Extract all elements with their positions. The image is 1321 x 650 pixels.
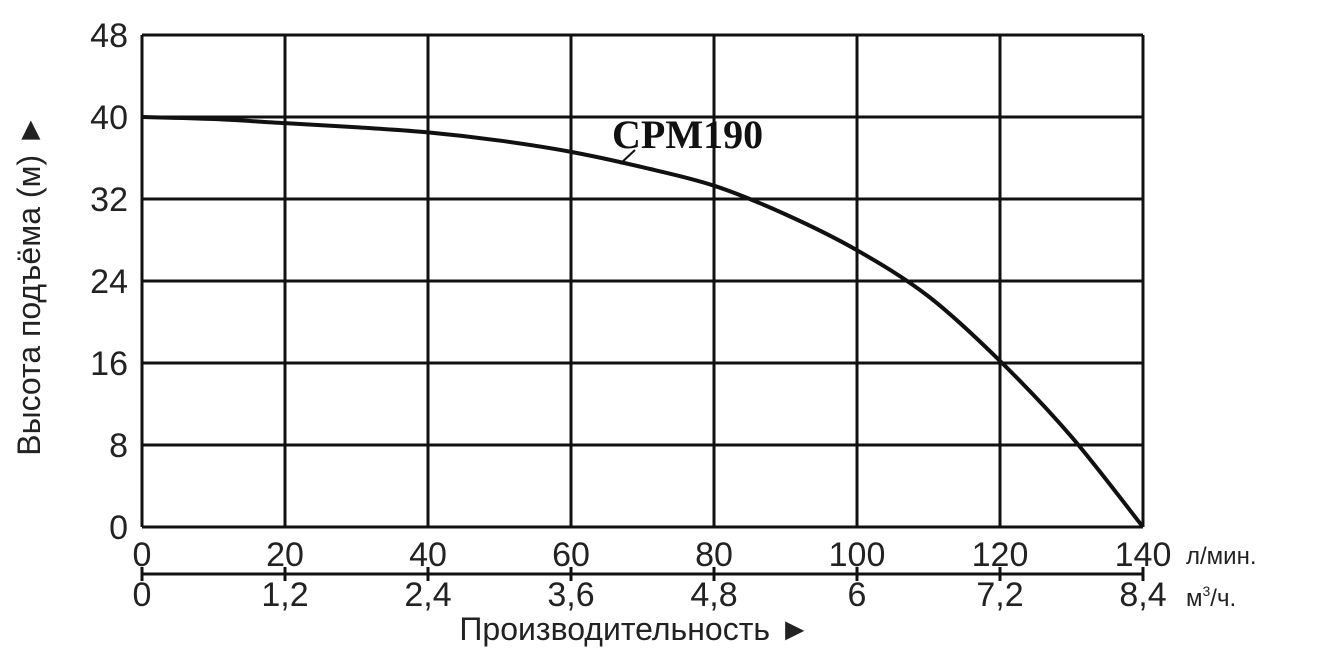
x-tick-label: 40: [409, 536, 447, 574]
x-tick-labels: 0 20 40 60 80 100 120 140: [133, 536, 1172, 574]
x-tick-label: 60: [552, 536, 590, 574]
x2-tick-label: 1,2: [261, 576, 308, 614]
x2-unit-tail: /ч.: [1210, 585, 1236, 612]
x-unit-label: л/мин.: [1186, 543, 1257, 570]
y-tick-label: 32: [90, 181, 128, 219]
x2-tick-label: 7,2: [976, 576, 1023, 614]
x2-tick-label: 6: [848, 576, 867, 614]
x-tick-label: 0: [133, 536, 152, 574]
series-label-cpm190: CPM190: [612, 112, 763, 157]
x2-tick-labels: 0 1,2 2,4 3,6 4,8 6 7,2 8,4: [133, 576, 1167, 614]
x-tick-label: 140: [1115, 536, 1172, 574]
x-axis-title: Производительность ►: [459, 611, 810, 647]
x2-tick-label: 8,4: [1119, 576, 1166, 614]
y-tick-label: 40: [90, 99, 128, 137]
x-tick-label: 120: [972, 536, 1029, 574]
y-tick-label: 8: [109, 427, 128, 465]
y-tick-label: 16: [90, 345, 128, 383]
x2-unit-main: м: [1186, 585, 1203, 612]
series-label-leader: [619, 149, 636, 165]
y-axis-title: Высота подъёма (м) ►: [11, 114, 47, 456]
x2-unit-label: м3/ч.: [1186, 583, 1236, 612]
x-tick-label: 20: [266, 536, 304, 574]
series-line-cpm190: [141, 115, 1145, 529]
y-tick-label: 24: [90, 263, 128, 301]
grid-lines: [140, 33, 1145, 581]
y-tick-labels: 0 8 16 24 32 40 48: [90, 17, 128, 547]
x2-tick-label: 4,8: [690, 576, 737, 614]
x2-tick-label: 3,6: [547, 576, 594, 614]
y-tick-label: 0: [109, 509, 128, 547]
x-tick-label: 80: [695, 536, 733, 574]
x2-tick-label: 2,4: [404, 576, 451, 614]
x-tick-label: 100: [829, 536, 886, 574]
y-tick-label: 48: [90, 17, 128, 55]
x2-tick-label: 0: [133, 576, 152, 614]
x2-unit-sup: 3: [1203, 583, 1211, 599]
